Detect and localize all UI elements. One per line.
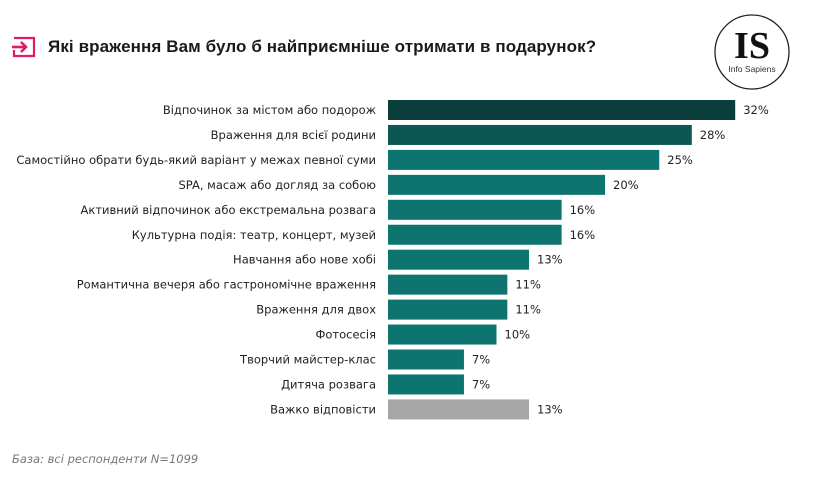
bar	[388, 299, 508, 320]
bar	[388, 274, 508, 295]
value-label: 13%	[537, 253, 563, 267]
chart-title: Які враження Вам було б найприємніше отр…	[48, 37, 597, 56]
value-label: 25%	[667, 153, 693, 167]
value-label: 7%	[472, 377, 490, 391]
category-label: Романтична вечеря або гастрономічне враж…	[77, 278, 376, 292]
bar	[388, 249, 530, 270]
category-label: Відпочинок за містом або подорож	[163, 103, 376, 117]
category-label: Враження для всієї родини	[211, 128, 376, 142]
bar	[388, 199, 562, 220]
value-label: 7%	[472, 353, 490, 367]
value-label: 20%	[613, 178, 639, 192]
info-sapiens-logo: IS Info Sapiens	[714, 14, 790, 90]
bar	[388, 124, 692, 145]
base-note: База: всі респонденти N=1099	[12, 452, 199, 466]
logo-mark: IS	[734, 25, 770, 67]
chart-header: Які враження Вам було б найприємніше отр…	[12, 36, 596, 58]
bar	[388, 224, 562, 245]
category-label: SPA, масаж або догляд за собою	[178, 178, 376, 192]
value-label: 11%	[515, 278, 541, 292]
bar	[388, 174, 605, 195]
value-label: 13%	[537, 402, 563, 416]
value-label: 28%	[700, 128, 726, 142]
category-label: Самостійно обрати будь-який варіант у ме…	[16, 153, 376, 167]
bar	[388, 349, 464, 370]
bar	[388, 100, 736, 120]
logo-caption: Info Sapiens	[728, 64, 775, 74]
bar	[388, 324, 497, 345]
category-label: Дитяча розвага	[281, 377, 376, 391]
category-label: Творчий майстер-клас	[239, 353, 376, 367]
category-label: Активний відпочинок або екстремальна роз…	[81, 203, 376, 217]
bar	[388, 399, 530, 420]
category-label: Фотосесія	[315, 328, 376, 342]
category-label: Враження для двох	[256, 303, 376, 317]
bar	[388, 374, 464, 395]
value-label: 10%	[505, 328, 531, 342]
value-label: 16%	[570, 228, 596, 242]
category-label: Навчання або нове хобі	[233, 253, 376, 267]
bar	[388, 149, 660, 170]
value-label: 11%	[515, 303, 541, 317]
category-label: Культурна подія: театр, концерт, музей	[132, 228, 376, 242]
category-label: Важко відповісти	[270, 402, 376, 416]
arrow-right-icon	[12, 36, 36, 58]
value-label: 16%	[570, 203, 596, 217]
value-label: 32%	[743, 103, 769, 117]
